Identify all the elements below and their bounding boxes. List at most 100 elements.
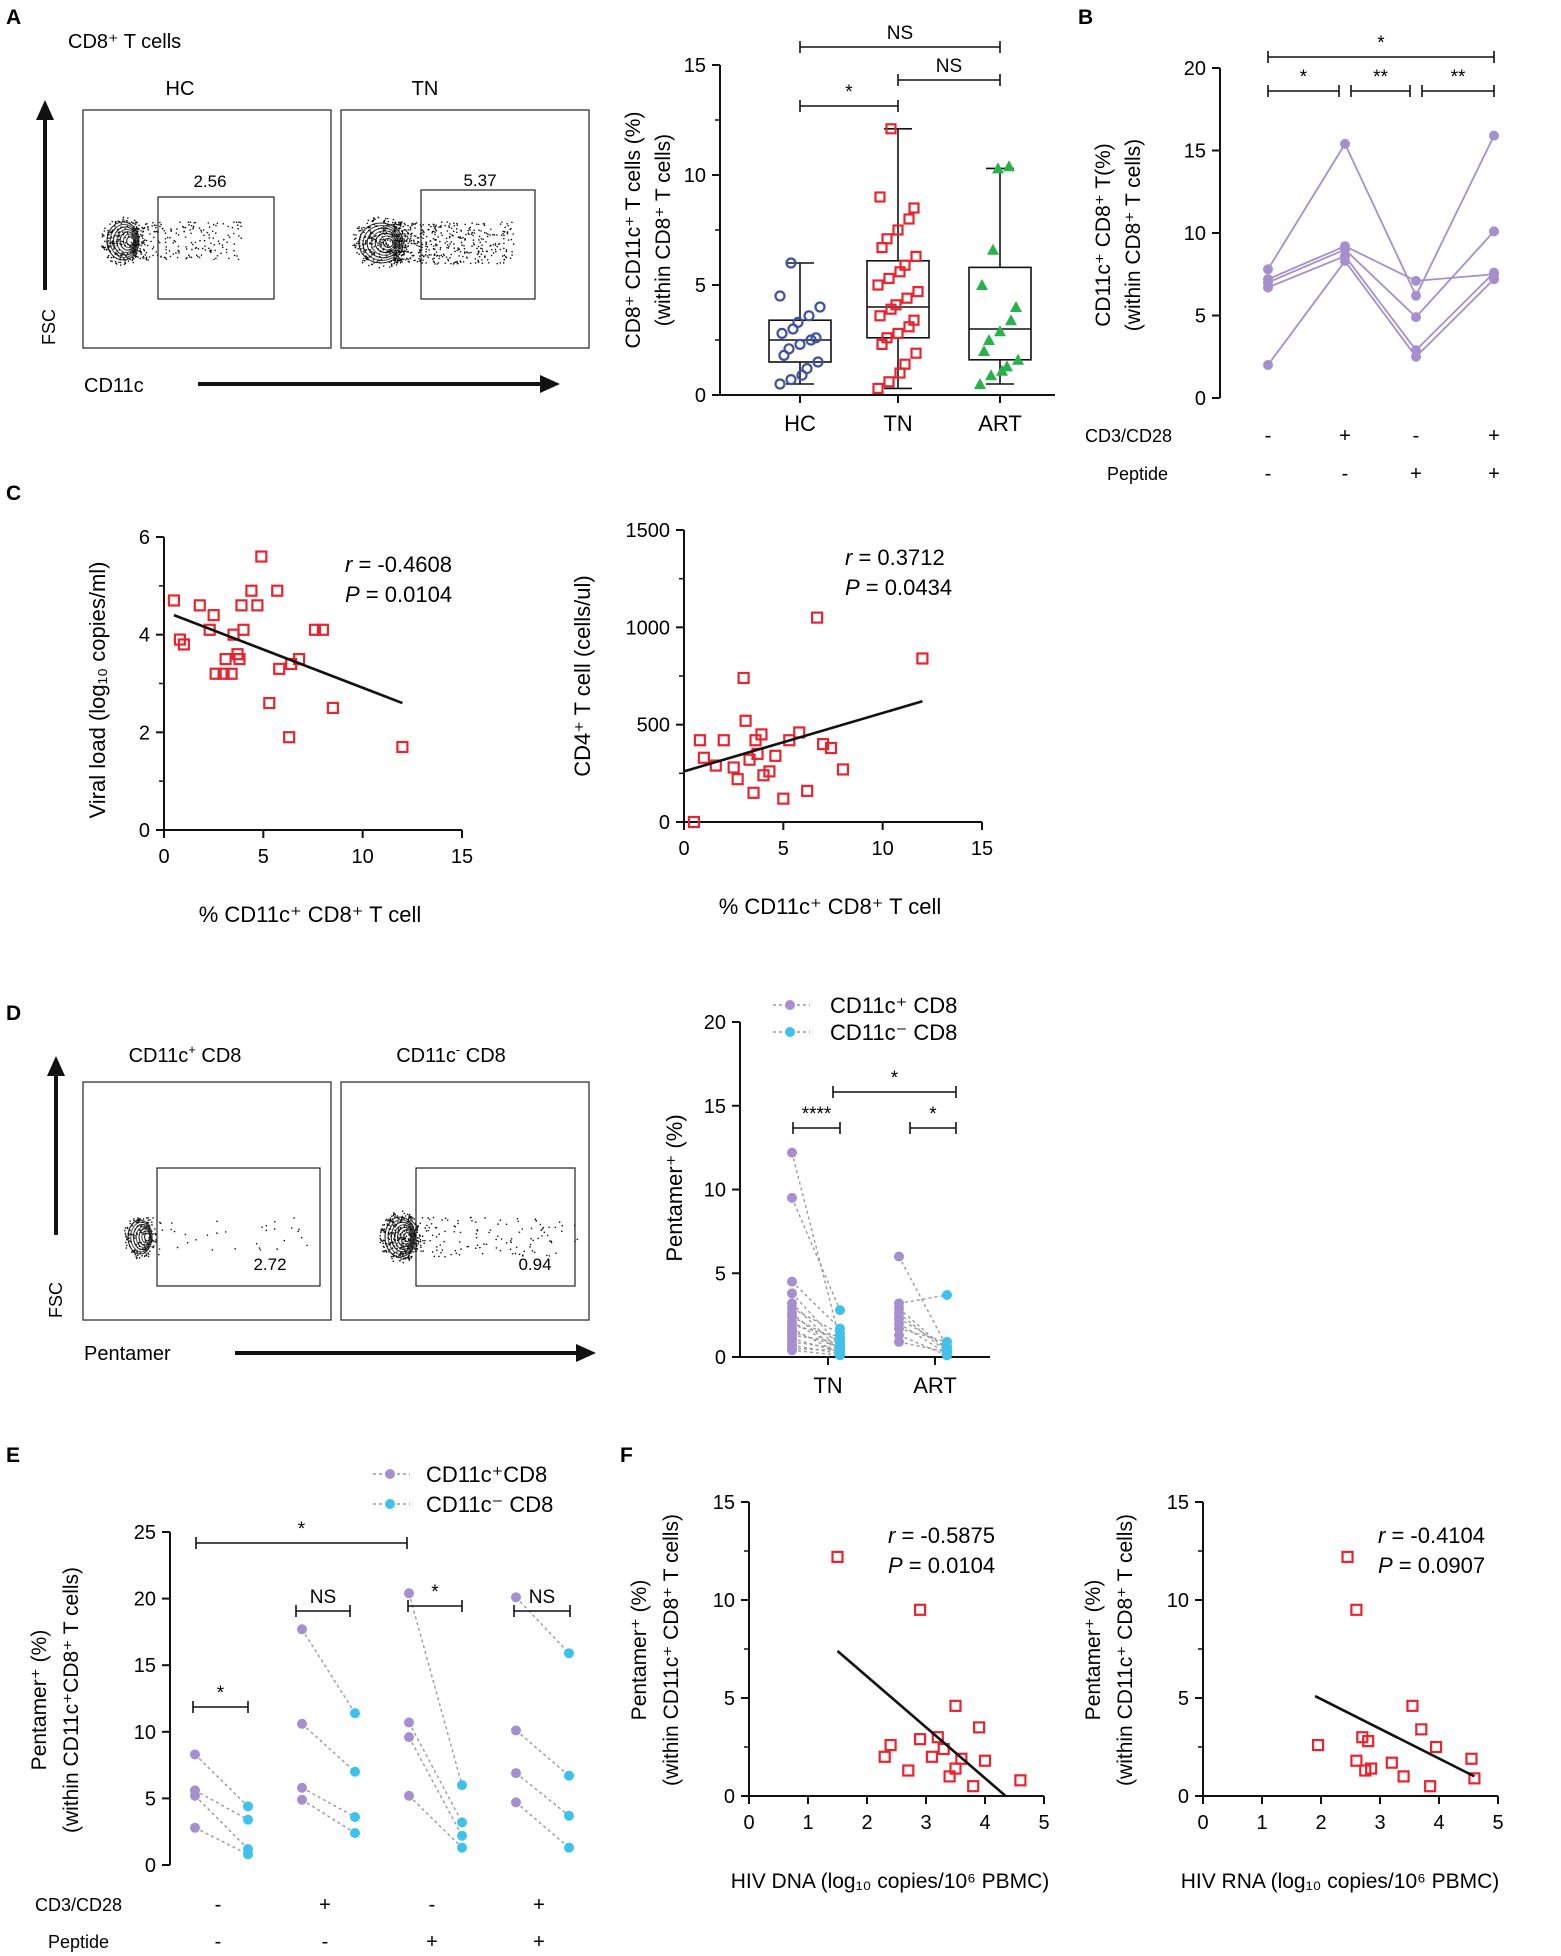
- flow-event: [398, 1254, 400, 1257]
- paired-d-point-plus: [894, 1336, 904, 1347]
- lines-b-series: [1267, 255, 1495, 352]
- flow-event: [403, 1230, 405, 1232]
- flow-event: [452, 230, 455, 233]
- scatter-c2-point: [727, 761, 740, 774]
- scatter-c1-y-tick-label: 4: [139, 625, 150, 647]
- flow-event: [233, 254, 236, 257]
- flow-event: [136, 249, 139, 252]
- scatter-f-dna-y-label-line1: Pentamer⁺ (%): [628, 1580, 651, 1721]
- scatter-c2-point: [816, 738, 830, 751]
- lines-b-row-label: Peptide: [1107, 464, 1168, 484]
- flow-event: [480, 230, 482, 232]
- flow-event: [514, 1252, 517, 1255]
- flow-event: [221, 244, 224, 246]
- flow-event: [120, 226, 122, 229]
- flow-event: [403, 229, 406, 231]
- box-a-point-tn: [874, 191, 886, 203]
- flow-event: [368, 256, 371, 258]
- lines-b-y-tick-label: 5: [1195, 306, 1206, 328]
- flow-event: [126, 231, 129, 233]
- flow-event: [390, 260, 393, 262]
- flow-event: [407, 1218, 410, 1221]
- flow-event: [185, 248, 188, 250]
- flow-event: [414, 1228, 417, 1230]
- flow-event: [440, 221, 443, 223]
- flow-event: [530, 1237, 532, 1240]
- flow-event: [497, 1235, 499, 1237]
- flow-event: [368, 237, 371, 240]
- scatter-c2-point: [824, 741, 838, 755]
- flow-event: [123, 220, 125, 222]
- flow-event: [115, 234, 118, 237]
- flow-a-right-gate: [420, 189, 536, 300]
- flow-event: [518, 1253, 521, 1256]
- flow-event: [453, 1225, 456, 1227]
- flow-event: [416, 244, 418, 247]
- flow-event: [393, 261, 396, 264]
- flow-event: [494, 242, 497, 245]
- flow-event: [424, 253, 427, 256]
- flow-event: [413, 254, 415, 257]
- flow-event: [239, 221, 242, 224]
- flow-event: [106, 233, 109, 236]
- flow-event: [459, 1231, 462, 1234]
- flow-event: [111, 229, 114, 232]
- flow-event: [429, 240, 432, 242]
- flow-event: [138, 1257, 141, 1259]
- flow-event: [198, 256, 201, 259]
- flow-event: [416, 1231, 419, 1234]
- flow-event: [140, 253, 142, 255]
- flow-event: [134, 254, 137, 257]
- flow-event: [112, 244, 114, 246]
- scatter-f-rna-point: [1362, 1735, 1375, 1748]
- flow-event: [464, 239, 466, 241]
- flow-event: [388, 246, 391, 248]
- flow-event: [386, 1245, 389, 1248]
- flow-event: [398, 229, 400, 232]
- flow-event: [105, 249, 108, 251]
- flow-event: [134, 1234, 136, 1237]
- scatter-f-rna-point: [1365, 1762, 1378, 1775]
- flow-event: [145, 251, 148, 254]
- flow-event: [111, 237, 113, 239]
- scatter-f-dna-point: [949, 1699, 962, 1712]
- flow-event: [503, 242, 505, 245]
- flow-event: [379, 255, 381, 258]
- paired-d-point-plus: [787, 1192, 797, 1203]
- flow-event: [431, 1251, 434, 1253]
- flow-event: [391, 221, 394, 224]
- flow-event: [365, 257, 367, 260]
- flow-event: [447, 259, 450, 262]
- flow-event: [382, 1245, 385, 1248]
- flow-event: [136, 1225, 139, 1227]
- flow-event: [380, 243, 382, 245]
- flow-event: [224, 1231, 227, 1233]
- flow-event: [391, 233, 394, 236]
- paired-e-link: [515, 1596, 570, 1654]
- box-a-point-art: [976, 279, 988, 290]
- flow-event: [469, 1216, 472, 1219]
- scatter-f-rna-x-tick-label: 2: [1315, 1812, 1326, 1834]
- flow-event: [123, 253, 126, 256]
- flow-event: [406, 1248, 409, 1250]
- flow-event: [406, 245, 409, 248]
- flow-event: [177, 249, 179, 252]
- flow-event: [225, 248, 228, 251]
- flow-event: [555, 1252, 557, 1255]
- flow-event: [407, 224, 409, 227]
- flow-event: [258, 1247, 261, 1249]
- flow-event: [485, 1243, 488, 1246]
- flow-event: [107, 256, 109, 259]
- flow-event: [425, 1230, 428, 1232]
- flow-event: [408, 1234, 410, 1236]
- scatter-f-rna-x-tick-label: 3: [1374, 1812, 1385, 1834]
- flow-event: [132, 252, 134, 255]
- flow-event: [139, 1218, 141, 1220]
- box-a-box: [968, 266, 1032, 361]
- flow-event: [126, 220, 129, 222]
- flow-event: [144, 254, 147, 256]
- flow-event: [130, 1240, 132, 1243]
- flow-a-y-arrowhead: [36, 100, 54, 120]
- flow-event: [423, 231, 425, 234]
- flow-event: [385, 254, 388, 257]
